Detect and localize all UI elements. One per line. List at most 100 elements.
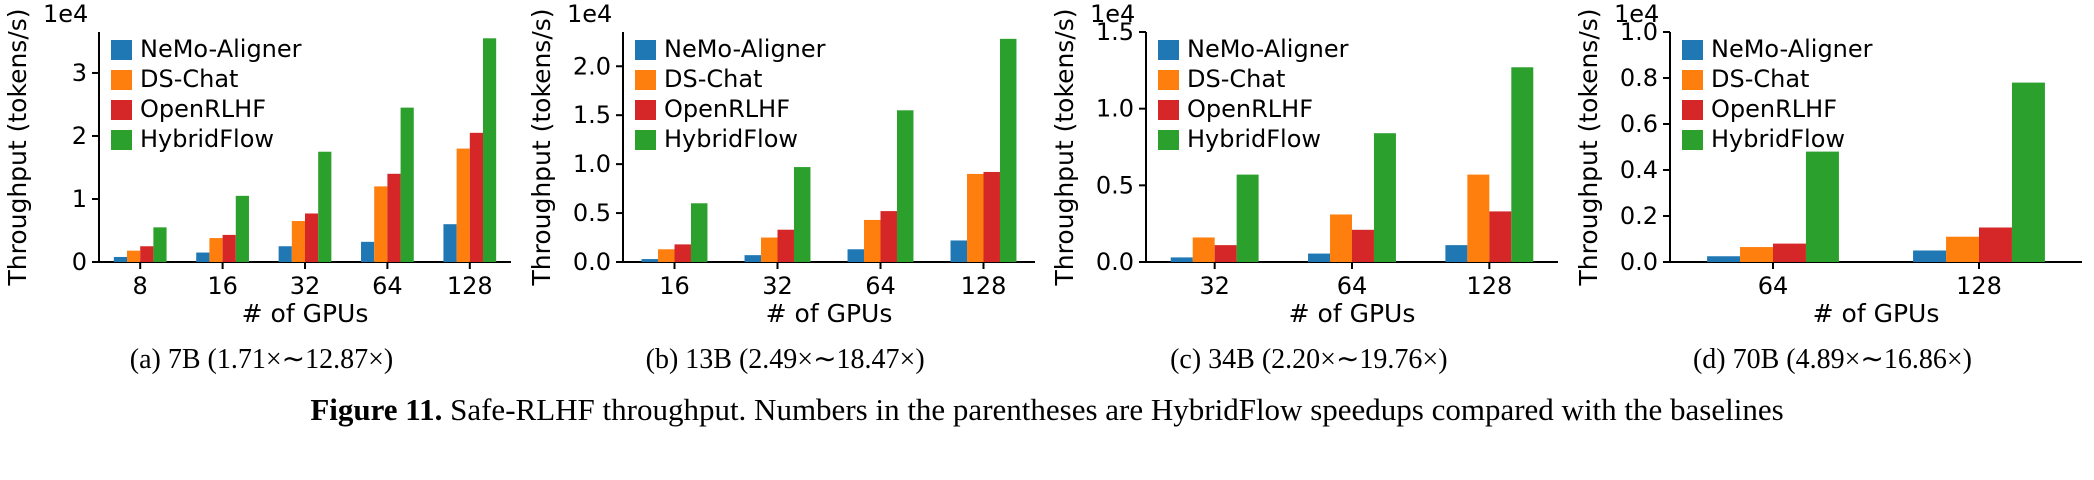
y-tick-label: 0.8 (1620, 64, 1658, 92)
legend-label: HybridFlow (1711, 125, 1845, 153)
legend-label: HybridFlow (1187, 125, 1321, 153)
bar (456, 148, 470, 262)
y-tick-label: 0.0 (572, 248, 610, 276)
bar (1352, 229, 1375, 262)
bar (1978, 227, 2012, 262)
x-axis-label: # of GPUs (1289, 299, 1416, 328)
legend-label: OpenRLHF (140, 95, 266, 123)
bar (443, 224, 457, 262)
x-tick-label: 128 (447, 272, 493, 300)
bar (950, 240, 967, 262)
bar (896, 110, 914, 262)
y-tick-label: 0.4 (1620, 156, 1658, 184)
legend-label: HybridFlow (140, 125, 274, 153)
x-tick-label: 16 (659, 272, 690, 300)
bar (374, 186, 388, 262)
x-tick-label: 16 (207, 272, 238, 300)
x-tick-label: 128 (960, 272, 1006, 300)
y-tick-label: 1.5 (572, 101, 610, 129)
figure-caption-text: Safe-RLHF throughput. Numbers in the par… (442, 392, 1784, 427)
bar (863, 219, 881, 262)
chart-panel-a: 0 1 2 3 1e4 Throughput (tokens/s) 8 16 32 64 128 # … (0, 4, 523, 376)
x-tick-label: 64 (865, 272, 896, 300)
legend-swatch (111, 100, 132, 120)
axis-offset-label: 1e4 (1614, 4, 1659, 28)
bar (1193, 237, 1215, 262)
bar (235, 195, 249, 262)
x-tick-label: 64 (1758, 272, 1789, 300)
bar (153, 227, 167, 262)
bar (777, 229, 794, 262)
charts-row: 0 1 2 3 1e4 Throughput (tokens/s) 8 16 32 64 128 # … (0, 4, 2094, 376)
bar (1308, 253, 1331, 262)
bar (140, 246, 154, 262)
legend-swatch (111, 70, 132, 90)
legend-swatch (1681, 40, 1703, 60)
legend-label: OpenRLHF (1187, 95, 1313, 123)
x-tick-label: 32 (762, 272, 793, 300)
legend-swatch (1681, 130, 1703, 150)
chart-caption-b: (b) 13B (2.49×∼18.47×) (645, 344, 925, 375)
bar (983, 171, 1000, 262)
bar (305, 213, 319, 262)
bar-chart-7b: 0 1 2 3 1e4 Throughput (tokens/s) 8 16 32 64 128 # … (3, 4, 511, 328)
y-tick-label: 1 (72, 185, 87, 213)
axis-offset-label: 1e4 (567, 4, 612, 28)
legend-label: HybridFlow (664, 125, 798, 153)
x-axis-label: # of GPUs (242, 299, 369, 328)
bar (1805, 151, 1839, 262)
y-tick-label: 0.2 (1620, 202, 1658, 230)
x-axis-label: # of GPUs (1813, 299, 1940, 328)
bar (999, 38, 1017, 263)
legend-label: NeMo-Aligner (1711, 35, 1873, 63)
bar (361, 241, 375, 262)
y-tick-label: 0.5 (1096, 171, 1134, 199)
chart-panel-d: 0.0 0.2 0.4 0.6 0.8 1.0 1e4 Throughput (tokens/… (1571, 4, 2094, 376)
legend-swatch (634, 70, 656, 90)
legend-swatch (1158, 40, 1180, 60)
bar (291, 221, 305, 262)
bar (760, 237, 778, 262)
legend-label: DS-Chat (140, 65, 238, 93)
chart-caption-d: (d) 70B (4.89×∼16.86×) (1692, 344, 1972, 375)
x-tick-label: 128 (1956, 272, 2002, 300)
bar (847, 249, 864, 262)
bar-chart-13b: 0.0 0.5 1.0 1.5 2.0 1e4 Throughput (tokens/s) 1… (527, 4, 1035, 328)
legend-swatch (111, 40, 132, 60)
bar (482, 38, 497, 263)
bar (1740, 247, 1773, 262)
bar (127, 250, 141, 262)
legend-label: DS-Chat (1711, 65, 1809, 93)
bar (1707, 256, 1741, 262)
figure-caption-label: Figure 11. (310, 392, 443, 427)
bar (400, 107, 414, 262)
legend-label: NeMo-Aligner (664, 35, 826, 63)
legend-label: DS-Chat (1187, 65, 1285, 93)
bar (744, 255, 761, 262)
bar (113, 256, 128, 262)
bar (469, 132, 483, 262)
chart-panel-b: 0.0 0.5 1.0 1.5 2.0 1e4 Throughput (tokens/s) 1… (524, 4, 1047, 376)
y-tick-label: 1.0 (1620, 18, 1658, 46)
y-tick-label: 0 (72, 248, 87, 276)
legend-swatch (1158, 130, 1180, 150)
bar (1171, 257, 1194, 262)
y-tick-label: 2 (72, 122, 87, 150)
legend-label: OpenRLHF (664, 95, 790, 123)
legend-swatch (1681, 70, 1703, 90)
y-axis-label: Throughput (tokens/s) (1050, 8, 1079, 286)
bar (690, 203, 708, 262)
x-axis-label: # of GPUs (765, 299, 892, 328)
y-tick-label: 0.5 (572, 199, 610, 227)
axis-offset-label: 1e4 (1090, 4, 1135, 28)
axis-offset-label: 1e4 (43, 4, 88, 28)
legend-swatch (111, 130, 132, 150)
bar (387, 173, 401, 262)
chart-caption-a: (a) 7B (1.71×∼12.87×) (129, 344, 394, 375)
bar (1772, 243, 1806, 262)
bar (966, 173, 984, 262)
x-tick-label: 32 (290, 272, 321, 300)
bar (318, 151, 332, 262)
